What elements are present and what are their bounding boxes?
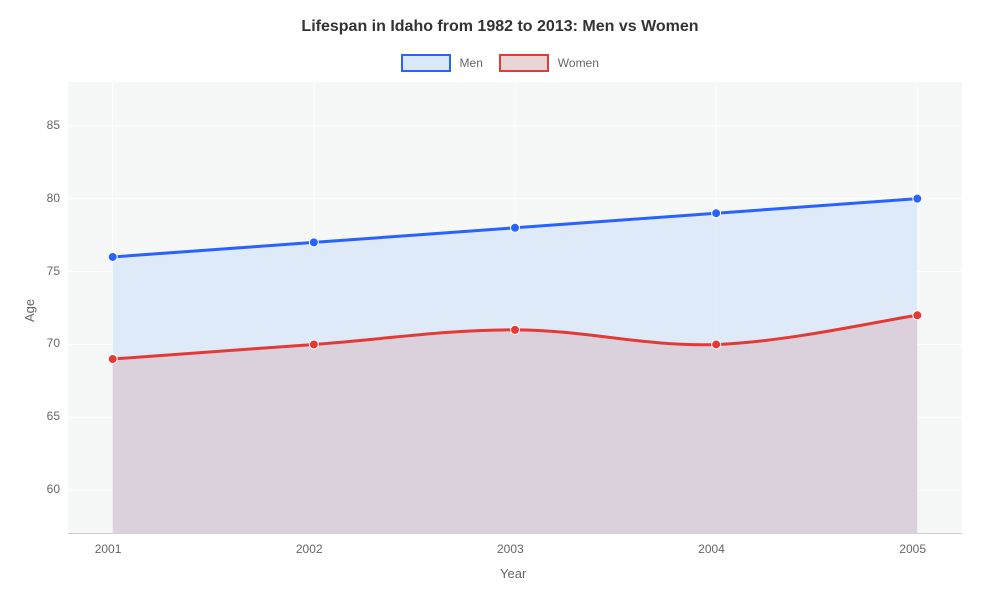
- x-tick: 2001: [95, 542, 122, 556]
- legend-label-men: Men: [460, 56, 483, 70]
- y-axis-label: Age: [22, 299, 37, 322]
- legend-label-women: Women: [558, 56, 599, 70]
- y-tick: 60: [47, 482, 60, 496]
- legend-swatch-men: [401, 54, 451, 72]
- y-tick: 85: [47, 118, 60, 132]
- y-tick: 65: [47, 409, 60, 423]
- chart-title: Lifespan in Idaho from 1982 to 2013: Men…: [0, 18, 1000, 36]
- legend-item-men: Men: [401, 54, 483, 72]
- x-tick: 2004: [698, 542, 725, 556]
- chart-plot-area: [68, 82, 962, 534]
- y-tick: 75: [47, 264, 60, 278]
- x-axis-label: Year: [500, 566, 526, 581]
- x-tick: 2002: [296, 542, 323, 556]
- chart-svg: [68, 82, 962, 534]
- x-tick: 2003: [497, 542, 524, 556]
- y-tick: 80: [47, 191, 60, 205]
- legend-swatch-women: [499, 54, 549, 72]
- chart-legend: Men Women: [0, 54, 1000, 72]
- x-tick: 2005: [899, 542, 926, 556]
- legend-item-women: Women: [499, 54, 599, 72]
- y-tick: 70: [47, 336, 60, 350]
